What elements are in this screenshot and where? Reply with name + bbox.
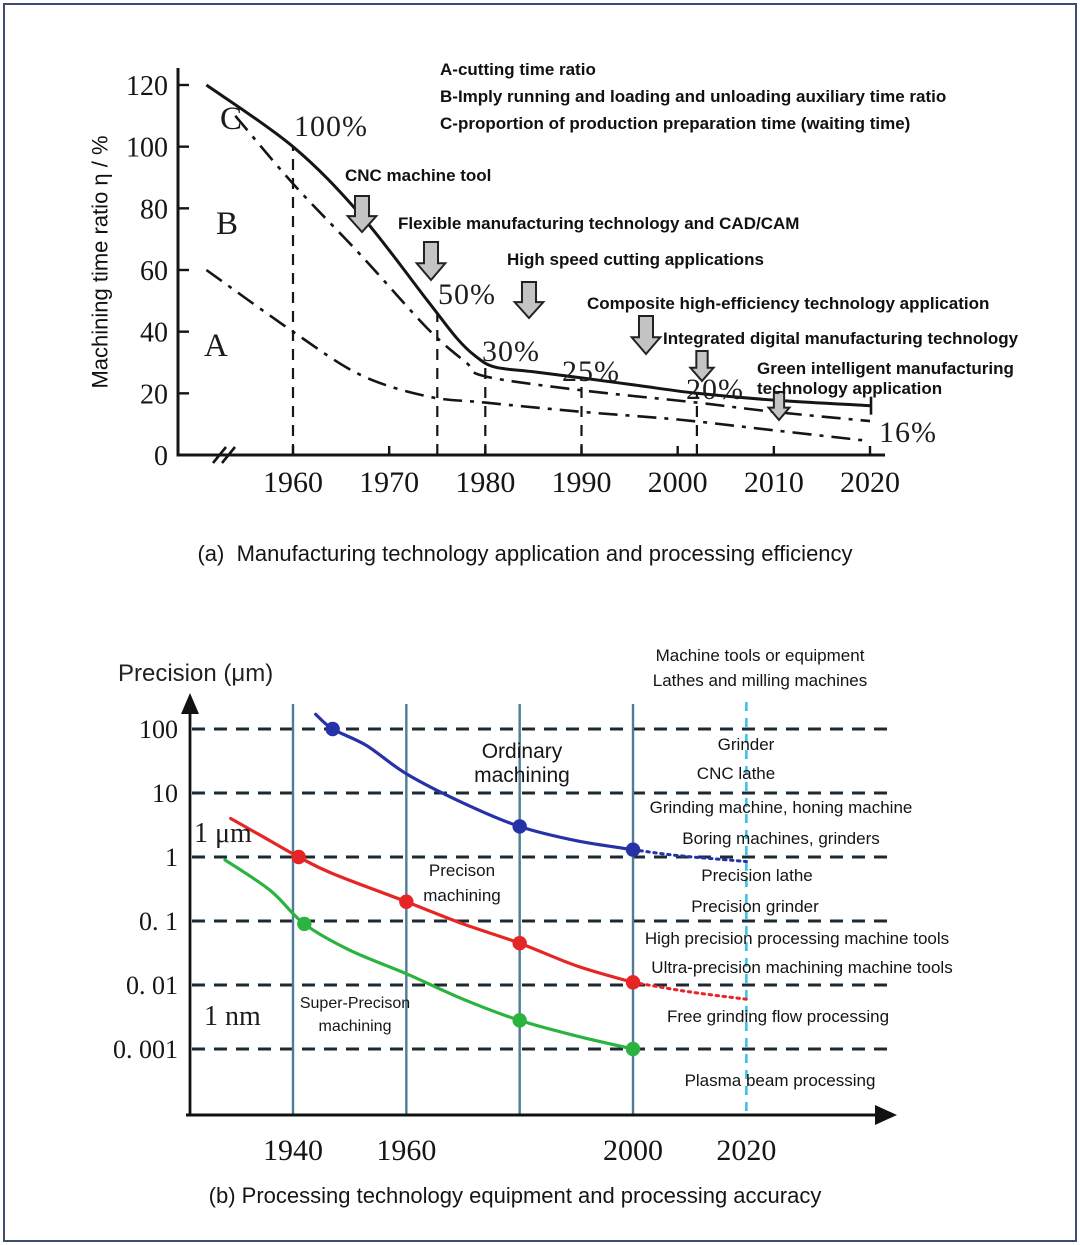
data-point-marker xyxy=(512,935,527,951)
panel-b-y-axis-title: Precision (μm) xyxy=(118,660,274,687)
annotation-high-speed: High speed cutting applications xyxy=(507,250,764,269)
panel-b-y-tick-label: 0. 1 xyxy=(139,907,178,936)
curve-A xyxy=(205,268,871,443)
milestone-arrow-icon xyxy=(766,391,792,422)
equipment-label-high-prec: High precision processing machine tools xyxy=(644,929,950,948)
equipment-header-line1: Machine tools or equipment xyxy=(655,646,865,665)
panel-b-x-tick-label: 1940 xyxy=(263,1134,323,1167)
panel-a-y-tick-label: 20 xyxy=(140,379,168,410)
equipment-label-boring: Boring machines, grinders xyxy=(682,829,880,848)
curve-B xyxy=(234,114,871,423)
zone-label-precision: Precison machining xyxy=(423,861,501,905)
milestone-arrow-icon xyxy=(345,195,379,234)
data-point-marker xyxy=(297,916,312,932)
curve-C xyxy=(205,83,871,408)
curve-letter-C: C xyxy=(220,101,243,137)
milestone-arrow-icon xyxy=(629,315,663,356)
panel-a-x-tick-label: 1970 xyxy=(359,466,419,499)
panel-b-y-tick-label: 10 xyxy=(152,779,178,808)
equipment-label-free-grinding: Free grinding flow processing xyxy=(666,1007,890,1026)
data-point-marker xyxy=(325,721,340,737)
panel-b: 100 10 1 0. 1 0. 01 0. 001 1940 1960 2000 2020 xyxy=(113,693,897,1167)
milestone-arrow-icon xyxy=(512,281,546,320)
percent-label-25: 25% xyxy=(562,355,620,388)
unit-marker-1nm: 1 nm xyxy=(204,1001,261,1032)
percent-label-100: 100% xyxy=(294,110,368,143)
caption-a: (a) Manufacturing technology application… xyxy=(197,541,853,566)
unit-marker-1um: 1 μm xyxy=(194,818,252,849)
equipment-label-cnc-lathe: CNC lathe xyxy=(696,764,776,783)
percent-label-20: 20% xyxy=(686,373,744,406)
annotation-green: Green intelligent manufacturing technolo… xyxy=(757,359,1014,398)
panel-a: 0 20 40 60 80 100 120 1960 1970 1980 1990 2000 2010 2… xyxy=(126,68,900,499)
panel-b-x-tick-label: 2020 xyxy=(716,1134,776,1167)
equipment-label-grinding: Grinding machine, honing machine xyxy=(649,798,913,817)
data-point-marker xyxy=(512,819,527,834)
data-point-marker xyxy=(399,894,414,909)
data-point-marker xyxy=(625,1041,641,1057)
legend-line-a: A-cutting time ratio xyxy=(440,60,596,79)
precision-curve-forecast-0 xyxy=(631,848,748,863)
zone-label-ordinary: Ordinary machining xyxy=(474,740,570,787)
annotation-cnc: CNC machine tool xyxy=(345,166,492,185)
axis-break-icon xyxy=(220,446,237,464)
precision-curve-forecast-1 xyxy=(631,980,748,1001)
milestone-arrow-icon xyxy=(688,350,716,383)
annotation-integrated: Integrated digital manufacturing technol… xyxy=(663,329,1019,348)
percent-label-16: 16% xyxy=(879,416,937,449)
panel-a-x-tick-label: 1960 xyxy=(263,466,323,499)
equipment-header-line2: Lathes and milling machines xyxy=(652,671,868,690)
percent-label-50: 50% xyxy=(438,278,496,311)
caption-b: (b) Processing technology equipment and … xyxy=(208,1183,822,1208)
panel-a-x-tick-label: 2010 xyxy=(744,466,804,499)
annotation-composite: Composite high-efficiency technology app… xyxy=(587,294,990,313)
percent-label-30: 30% xyxy=(482,335,540,368)
panel-b-y-tick-label: 100 xyxy=(139,715,178,744)
y-axis-arrowhead-icon xyxy=(181,693,199,714)
annotation-flexible: Flexible manufacturing technology and CA… xyxy=(398,214,800,233)
equipment-label-prec-grinder: Precision grinder xyxy=(691,897,819,916)
equipment-label-plasma: Plasma beam processing xyxy=(684,1071,876,1090)
equipment-label-ultra-prec: Ultra-precision machining machine tools xyxy=(651,958,953,977)
panel-b-x-tick-label: 2000 xyxy=(603,1134,663,1167)
panel-a-y-tick-label: 120 xyxy=(126,71,168,102)
data-point-marker xyxy=(512,1013,527,1028)
data-point-marker xyxy=(625,842,641,857)
panel-a-y-axis-title: Machining time ratio η / % xyxy=(87,135,113,389)
milestone-arrow-icon xyxy=(414,241,448,282)
precision-curve-2 xyxy=(223,858,635,1051)
panel-b-y-tick-label: 0. 01 xyxy=(126,971,178,1000)
panel-a-y-tick-label: 100 xyxy=(126,133,168,164)
legend-line-c: C-proportion of production preparation t… xyxy=(440,114,911,133)
axis-break-icon xyxy=(211,446,228,464)
panel-b-y-tick-label: 0. 001 xyxy=(113,1035,178,1064)
panel-a-x-tick-label: 1980 xyxy=(455,466,515,499)
zone-label-super: Super-Precison machining xyxy=(299,995,411,1035)
x-axis-arrowhead-icon xyxy=(875,1105,897,1125)
panel-a-x-tick-label: 2020 xyxy=(840,466,900,499)
equipment-label-prec-lathe: Precision lathe xyxy=(701,866,813,885)
panel-a-y-tick-label: 60 xyxy=(140,256,168,287)
equipment-label-grinder: Grinder xyxy=(717,735,775,754)
legend-line-b: B-Imply running and loading and unloadin… xyxy=(440,87,947,106)
panel-a-y-tick-label: 80 xyxy=(140,194,168,225)
data-point-marker xyxy=(291,849,306,865)
panel-a-x-tick-label: 2000 xyxy=(648,466,708,499)
panel-a-x-tick-label: 1990 xyxy=(552,466,612,499)
panel-b-x-tick-label: 1960 xyxy=(376,1134,436,1167)
panel-a-y-tick-label: 0 xyxy=(154,441,168,472)
curve-letter-B: B xyxy=(216,206,239,242)
data-point-marker xyxy=(625,975,641,990)
curve-letter-A: A xyxy=(204,328,228,364)
panel-b-y-tick-label: 1 xyxy=(165,843,178,872)
panel-a-y-tick-label: 40 xyxy=(140,318,168,349)
